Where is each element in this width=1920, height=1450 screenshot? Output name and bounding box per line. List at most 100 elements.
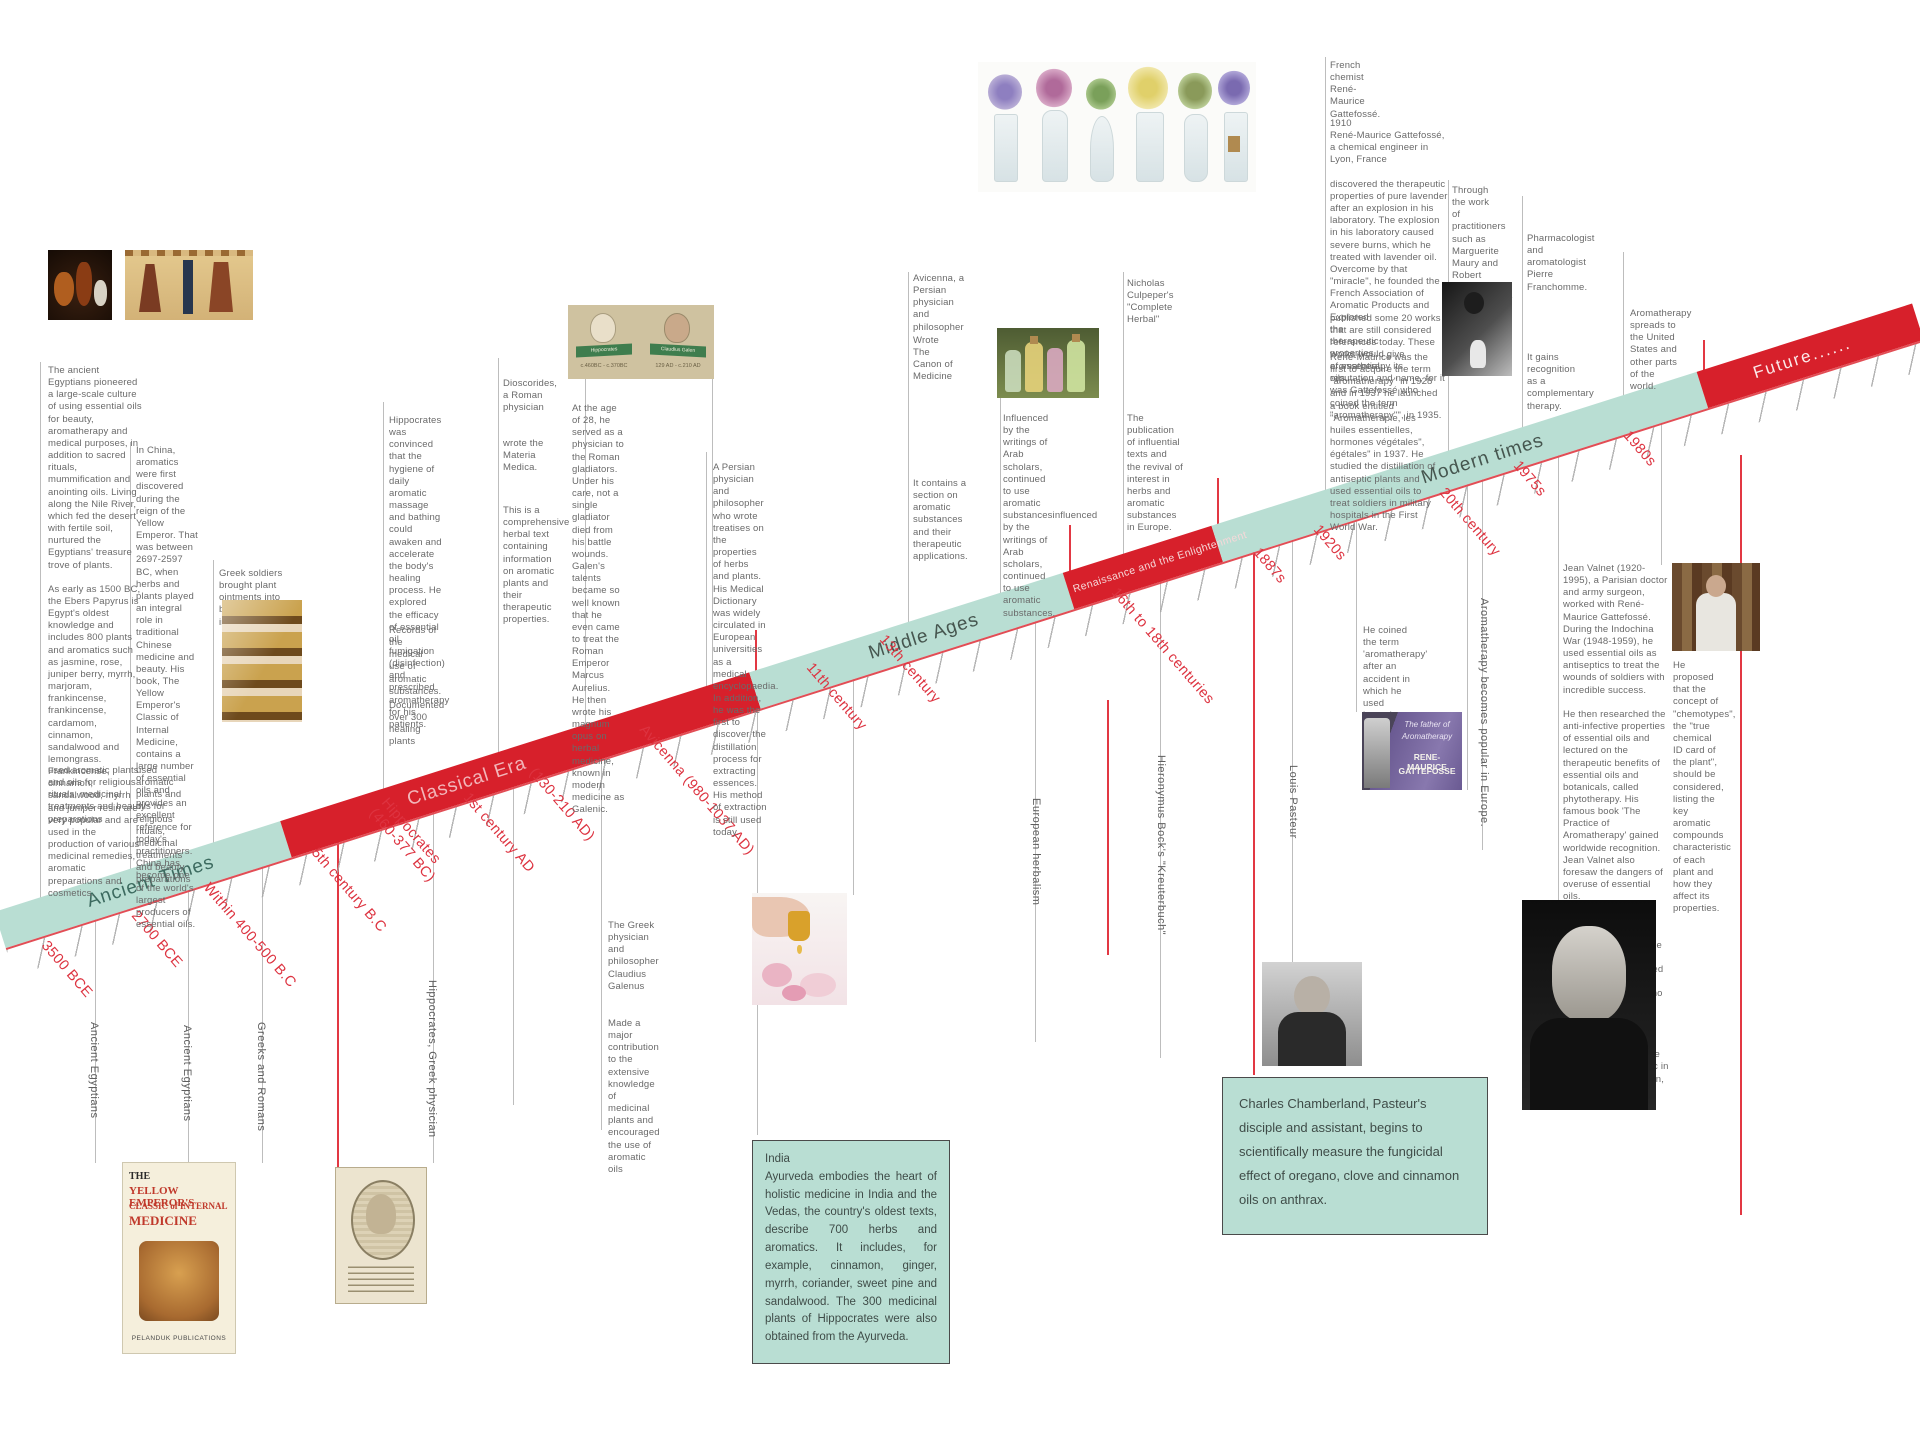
glass-vase — [1184, 114, 1208, 182]
vertical-label-european-herbalism: European herbalism — [1030, 798, 1042, 906]
name-banner: Hippocrates — [576, 343, 632, 358]
jar-shape — [1067, 340, 1085, 392]
note-canon: Wrote The Canon of Medicine — [913, 335, 953, 383]
lab-bottle — [1470, 340, 1486, 368]
leader-line — [1467, 484, 1468, 790]
flower-bunch — [1218, 70, 1250, 106]
charles-chamberland-text: Charles Chamberland, Pasteur's disciple … — [1239, 1096, 1460, 1208]
note-explored: Explored the therapeutic properties of e… — [1330, 312, 1380, 384]
leader-line — [853, 679, 854, 895]
note-rene-first: René-Maurice was the first to acquire th… — [1330, 352, 1438, 534]
essential-oil-drip-photo — [752, 893, 847, 1005]
painting-border — [125, 250, 253, 256]
portrait-head — [590, 313, 616, 343]
leader-line — [95, 919, 96, 1163]
leader-line — [433, 812, 434, 1163]
note-hippocrates-main: Hippocrates was convinced that the hygie… — [389, 415, 450, 730]
engraving-face — [366, 1194, 396, 1234]
physicians-cartoon: Hippocrates Claudius Galen c.460BC - c.3… — [568, 305, 714, 379]
oil-bottle — [788, 911, 810, 941]
note-culpeper: Nicholas Culpeper's "Complete Herbal" — [1127, 278, 1174, 326]
leader-line — [498, 358, 499, 753]
leader-line — [188, 889, 189, 1163]
note-egypt-main: The ancient Egyptians pioneered a large-… — [48, 365, 142, 899]
petal-blob — [782, 985, 806, 1001]
petal-blob — [800, 973, 836, 997]
leader-line — [1000, 330, 1001, 594]
flower-bunch — [1128, 66, 1168, 110]
vase-tag — [1228, 136, 1240, 152]
note-herbal-text: This is a comprehensive herbal text cont… — [503, 505, 570, 626]
leader-line — [712, 306, 713, 686]
note-influenced: Influenced by the writings of Arab schol… — [1003, 413, 1098, 619]
leader-line — [585, 306, 586, 726]
researcher-library-photo — [1672, 563, 1760, 651]
white-coat-figure — [1696, 593, 1736, 651]
jar-shape — [1005, 350, 1021, 392]
name-banner: Claudius Galen — [650, 343, 706, 358]
note-spreads: Aromatherapy spreads to the United State… — [1630, 308, 1692, 392]
marguerite-maury-lab-photo — [1442, 282, 1512, 376]
leader-line — [1356, 519, 1357, 712]
jar-cork — [1030, 336, 1038, 344]
leader-line — [1482, 479, 1483, 850]
leader-line — [213, 560, 214, 843]
red-leader-line — [1253, 552, 1255, 1075]
portrait-face — [1552, 926, 1626, 1022]
leader-line — [1623, 252, 1624, 397]
leader-line — [1292, 539, 1293, 962]
engraving-caption-lines — [348, 1266, 414, 1292]
glass-vase — [1136, 112, 1164, 182]
red-leader-line — [1217, 478, 1219, 527]
vertical-label-greeks-romans: Greeks and Romans — [255, 1022, 267, 1132]
glass-vase — [1042, 110, 1068, 182]
leader-line — [1522, 196, 1523, 429]
book-title-classic: CLASSIC of INTERNAL — [129, 1201, 228, 1211]
egyptian-artifacts-photo — [48, 250, 112, 320]
note-galen-greek: The Greek physician and philosopher Clau… — [608, 920, 659, 992]
note-french-chemist: French chemist René-Maurice Gattefossé. — [1330, 60, 1381, 120]
leader-line — [383, 402, 384, 790]
vertical-label-ancient-egyptians-2: Ancient Egyptians — [181, 1025, 193, 1122]
note-it-gains: It gains recognition as a complementary … — [1527, 352, 1594, 412]
cartoon-dates-left: c.460BC - c.370BC — [580, 363, 628, 369]
painted-figure — [183, 260, 193, 314]
father-of-aromatherapy-image: The father of Aromatherapy RENE-MAURICE … — [1362, 712, 1462, 790]
jar-shape — [1025, 342, 1043, 392]
leader-line — [1325, 57, 1326, 491]
india-box-title: India — [765, 1153, 790, 1165]
india-ayurveda-box: India Ayurveda embodies the heart of hol… — [752, 1140, 950, 1364]
jar-shape — [1047, 348, 1063, 392]
book-title-yellow-emperors: YELLOW EMPEROR'S — [129, 1185, 195, 1209]
vertical-label-ancient-egyptians-1: Ancient Egyptians — [88, 1022, 100, 1119]
book-title-medicine: MEDICINE — [129, 1213, 197, 1228]
note-pharmacologist: Pharmacologist and aromatologist Pierre … — [1527, 233, 1595, 293]
father-script-line1: The father of — [1404, 720, 1450, 729]
note-he-proposed: He proposed that the concept of "chemoty… — [1673, 660, 1736, 915]
flower-bunch — [1086, 78, 1116, 110]
herb-jars-photo — [997, 328, 1099, 398]
portrait-shoulders — [1530, 1018, 1648, 1110]
flower-bunch — [988, 74, 1022, 110]
book-illustration — [139, 1241, 219, 1321]
leader-line — [130, 442, 131, 870]
note-materia: wrote the Materia Medica. — [503, 438, 544, 474]
vertical-label-hippocrates: Hippocrates, Greek physician — [426, 980, 438, 1138]
red-leader-line — [1107, 700, 1109, 955]
note-documented-300: Documented over 300 healing plants — [389, 700, 445, 748]
note-canon-contains: It contains a section on aromatic substa… — [913, 478, 968, 562]
jar-cork — [1072, 334, 1080, 342]
leader-line — [908, 272, 909, 623]
note-avicenna-top: Avicenna, a Persian physician and philos… — [913, 273, 965, 333]
hippocrates-engraving — [335, 1167, 427, 1304]
red-leader-line — [337, 842, 339, 1167]
glass-vase — [994, 114, 1018, 182]
yellow-emperor-book-cover: THE YELLOW EMPEROR'S CLASSIC of INTERNAL… — [122, 1162, 236, 1354]
glass-vase — [1090, 116, 1114, 182]
father-name-line1: RENE-MAURICE — [1407, 752, 1447, 772]
note-dioscorides: Dioscorides, a Roman physician — [503, 378, 558, 414]
portrait-head — [664, 313, 690, 343]
painted-figure — [209, 262, 233, 312]
amber-herb-photo — [222, 600, 302, 722]
pasteur-suit — [1278, 1012, 1346, 1066]
